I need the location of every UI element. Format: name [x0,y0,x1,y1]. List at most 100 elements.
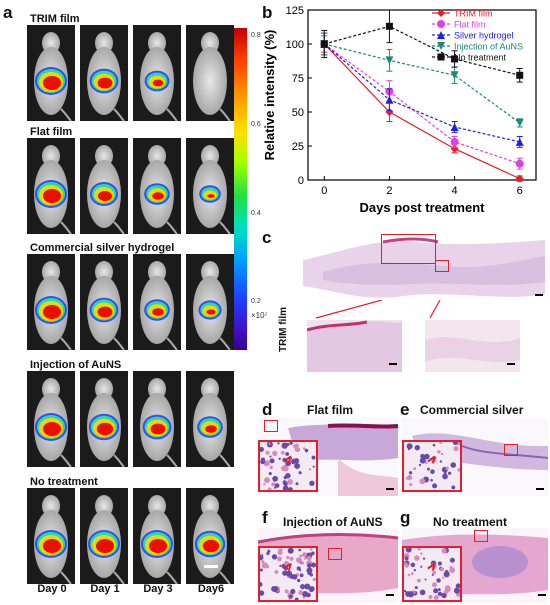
roi-box-f [328,548,342,560]
cell-nucleus [437,450,441,454]
cell-nucleus [304,448,309,453]
cell-nucleus [441,592,447,599]
cell-nucleus [293,458,300,464]
cell-nucleus [404,556,409,561]
panel-letter-g: g [400,508,411,527]
series-line [323,43,520,143]
cell-nucleus [298,548,302,552]
mouse-image [186,25,234,121]
data-point [450,122,459,131]
cell-nucleus [309,480,315,486]
cell-nucleus [457,468,460,472]
cell-nucleus [424,454,428,458]
cell-nucleus [312,577,316,582]
cell-nucleus [304,557,307,561]
cell-nucleus [269,458,275,464]
cell-nucleus [430,478,433,482]
cell-nucleus [289,442,293,445]
day-label-6: Day6 [197,583,225,595]
cell-nucleus [407,573,411,577]
colorbar-unit: ×10⁷ [251,311,268,320]
cell-nucleus [439,460,443,463]
data-point [385,95,394,104]
roi-box-e [504,444,518,456]
cell-nucleus [442,473,448,480]
cell-nucleus [302,552,308,558]
cell-nucleus [287,479,293,485]
cell-nucleus [273,486,276,489]
group-label-none: No treatment [30,476,98,488]
cell-nucleus [261,560,265,564]
cell-nucleus [285,473,291,479]
cell-nucleus [284,589,289,594]
data-point [515,137,524,146]
mouse-image [186,254,234,350]
mouse-image [133,371,181,467]
cell-nucleus [269,455,272,458]
mouse-image [80,254,128,350]
data-point [450,144,459,153]
series-line [324,43,521,124]
cell-nucleus [268,472,272,476]
arrow-marker [283,455,292,464]
y-tick-label: 125 [286,5,304,17]
cell-nucleus [441,576,445,580]
cell-nucleus [432,483,438,489]
plot-frame [307,9,537,181]
cell-nucleus [290,588,296,595]
cell-nucleus [437,591,443,596]
colorbar-tick: 0.4 [251,210,261,217]
mouse-image [27,371,75,467]
legend-label: No treatment [454,53,507,63]
cell-nucleus [405,548,412,553]
mouse-image [80,25,128,121]
cell-nucleus [414,555,420,561]
cell-nucleus [406,443,413,450]
cell-nucleus [407,474,413,481]
cell-nucleus [437,561,442,566]
group-label-aunS: Injection of AuNS [30,359,122,371]
histology-f [258,528,398,603]
cell-nucleus [302,447,306,450]
cell-nucleus [309,548,313,551]
panel-letter-e: e [400,400,410,419]
cell-nucleus [263,460,270,467]
cell-nucleus [291,461,294,465]
cell-nucleus [272,586,279,593]
cell-nucleus [278,548,283,553]
cell-nucleus [272,450,278,456]
cell-nucleus [432,443,436,447]
cell-nucleus [449,567,456,573]
cell-nucleus [280,450,285,455]
roi-box-2 [435,260,449,272]
panel-letter-c: c [262,228,272,247]
cell-nucleus [449,557,455,563]
histology-c-zoom-1 [307,320,402,372]
cell-nucleus [282,465,289,472]
mouse-image [27,488,75,584]
x-tick-label: 6 [517,185,523,197]
histology-c-main [303,232,545,302]
cell-nucleus [268,442,271,445]
legend-marker [437,9,445,17]
cell-nucleus [260,457,265,462]
cell-nucleus [431,573,434,577]
histology-d [258,418,398,496]
cell-nucleus [260,590,265,596]
panel-letter-f: f [262,508,268,527]
series-line [323,43,520,180]
scale-bar-e [536,488,544,490]
mouse-image [186,138,234,234]
data-point [385,108,394,116]
data-point [516,71,524,79]
cell-nucleus [311,562,316,568]
y-tick-label: 0 [298,175,304,187]
cell-nucleus [286,555,290,560]
y-tick-label: 50 [292,107,304,119]
cell-nucleus [298,471,302,475]
day-label-3: Day 3 [143,583,173,595]
cell-nucleus [440,567,445,572]
cell-nucleus [419,478,426,485]
mouse-image [186,488,234,584]
cell-nucleus [416,578,421,583]
